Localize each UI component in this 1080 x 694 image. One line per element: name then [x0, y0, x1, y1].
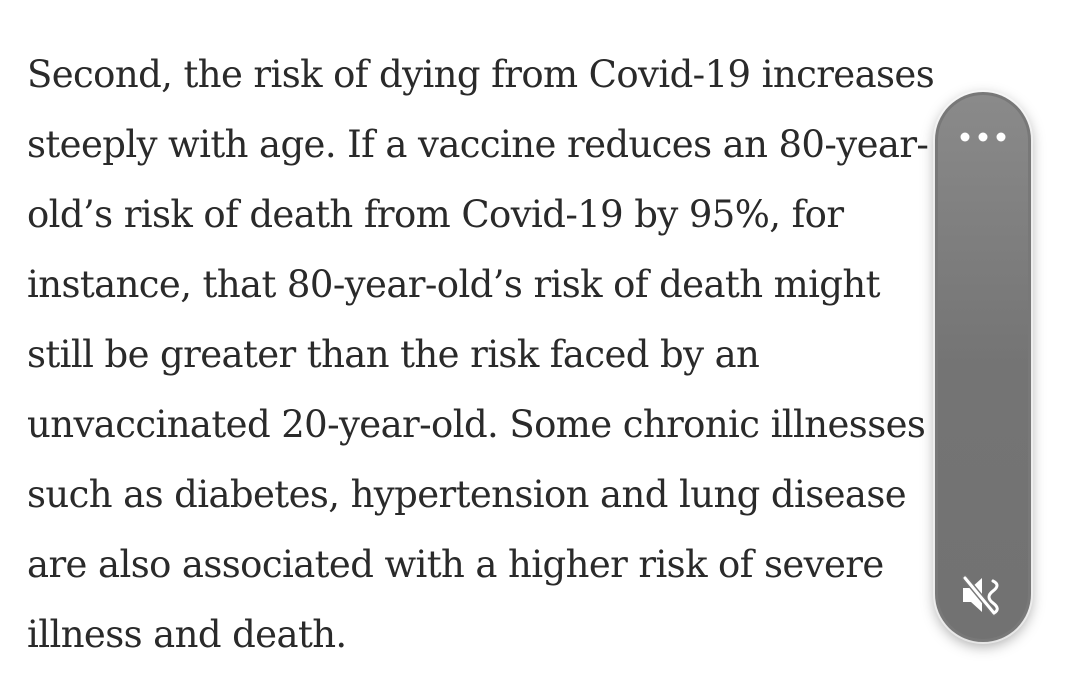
floating-media-panel[interactable] — [935, 92, 1031, 642]
paragraph-line: are also associated with a higher risk o… — [27, 543, 884, 586]
paragraph-line: illness and death. — [27, 613, 347, 656]
paragraph-line: such as diabetes, hypertension and lung … — [27, 473, 907, 516]
more-options-button[interactable] — [953, 122, 1013, 152]
mute-button[interactable] — [953, 570, 1013, 620]
article-paragraph: Second, the risk of dying from Covid-19 … — [27, 40, 1080, 670]
paragraph-line: steeply with age. If a vaccine reduces a… — [27, 123, 929, 166]
paragraph-line: still be greater than the risk faced by … — [27, 333, 760, 376]
paragraph-line: instance, that 80-year-old’s risk of dea… — [27, 263, 881, 306]
ellipsis-icon — [960, 132, 1006, 142]
paragraph-line: Second, the risk of dying from Covid-19 … — [27, 53, 935, 96]
paragraph-line: old’s risk of death from Covid-19 by 95%… — [27, 193, 844, 236]
speaker-muted-icon — [962, 575, 999, 616]
paragraph-line: unvaccinated 20-year-old. Some chronic i… — [27, 403, 926, 446]
